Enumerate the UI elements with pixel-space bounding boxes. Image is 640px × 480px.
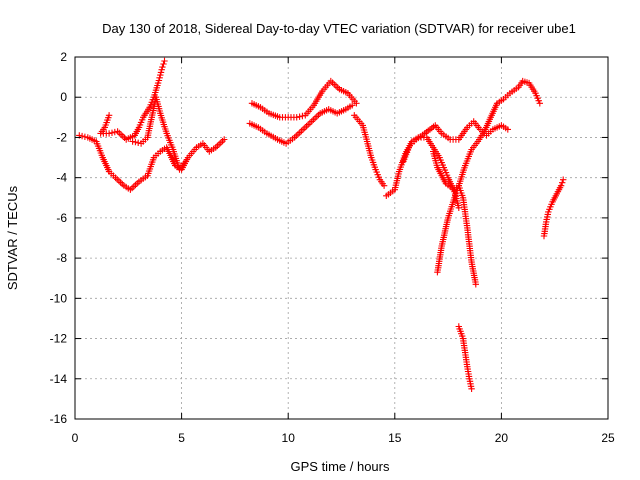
x-tick-label: 15 (388, 431, 402, 445)
x-tick-label: 10 (282, 431, 296, 445)
y-axis-label: SDTVAR / TECUs (5, 185, 20, 290)
data-point-markers (248, 77, 360, 121)
series-8 (400, 118, 511, 165)
data-point-markers (540, 176, 567, 240)
series-6 (351, 112, 388, 189)
data-point-markers (246, 102, 356, 147)
series-5 (246, 102, 356, 147)
y-tick-label: -14 (50, 372, 68, 386)
x-tick-label: 25 (601, 431, 615, 445)
series-2 (97, 57, 168, 143)
mark-layer (76, 57, 567, 392)
y-tick-label: -8 (56, 251, 67, 265)
y-tick-label: 2 (60, 50, 67, 64)
series-4 (248, 77, 360, 121)
data-point-markers (400, 118, 511, 165)
data-point-markers (430, 77, 543, 193)
data-point-markers (97, 57, 168, 143)
data-point-markers (455, 323, 475, 392)
y-tick-label: -2 (56, 130, 67, 144)
y-tick-label: -12 (50, 332, 68, 346)
y-tick-label: -16 (50, 412, 68, 426)
series-9 (434, 182, 479, 288)
plot-frame (74, 56, 609, 420)
x-tick-label: 0 (72, 431, 79, 445)
series-1 (76, 132, 228, 193)
series-3 (129, 94, 187, 173)
series-11 (455, 323, 475, 392)
y-tick-label: -6 (56, 211, 67, 225)
data-point-markers (434, 182, 479, 288)
y-tick-label: -10 (50, 291, 68, 305)
series-10 (430, 77, 543, 193)
x-axis-label: GPS time / hours (291, 459, 390, 474)
x-tick-label: 5 (178, 431, 185, 445)
chart-title: Day 130 of 2018, Sidereal Day-to-day VTE… (102, 21, 576, 36)
data-point-markers (351, 112, 388, 189)
series-12 (540, 176, 567, 240)
y-tick-label: -4 (56, 171, 67, 185)
x-tick-label: 20 (495, 431, 509, 445)
data-point-markers (76, 132, 228, 193)
data-point-markers (129, 94, 187, 173)
grid-layer (75, 57, 608, 419)
y-tick-label: 0 (60, 90, 67, 104)
